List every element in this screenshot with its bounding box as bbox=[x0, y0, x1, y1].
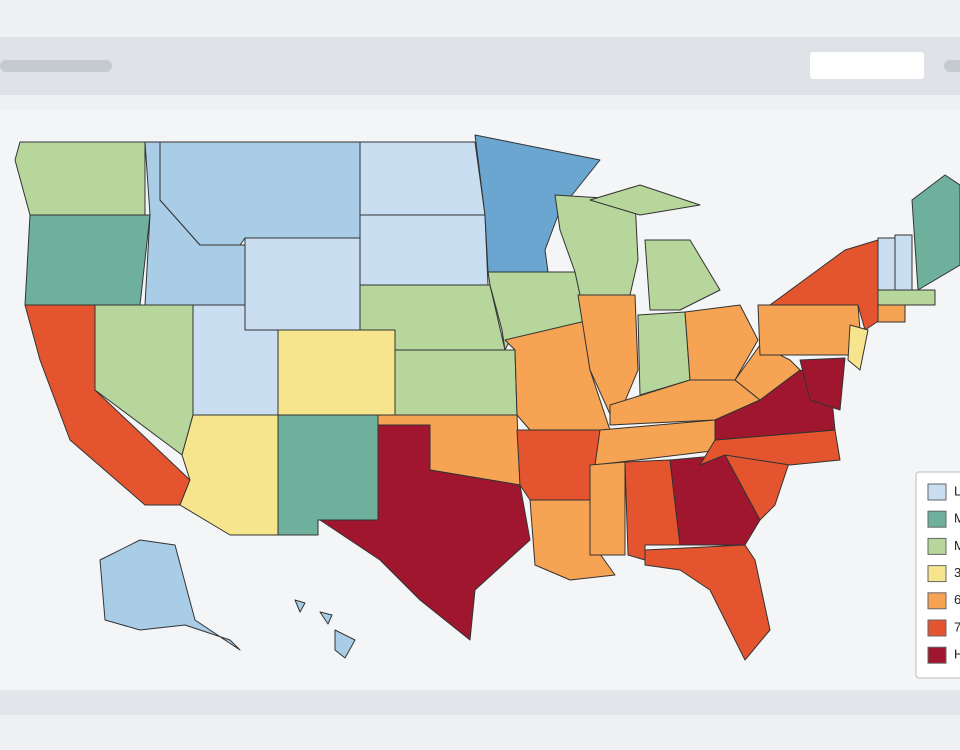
legend-label: 6 bbox=[954, 592, 960, 607]
legend-swatch bbox=[927, 619, 947, 637]
state bbox=[277, 329, 396, 416]
state bbox=[99, 539, 241, 651]
legend-label: H bbox=[954, 647, 960, 662]
bar-control bbox=[944, 60, 960, 72]
state bbox=[577, 294, 639, 426]
state bbox=[294, 599, 306, 613]
legend-swatch bbox=[927, 537, 947, 555]
legend-label: M bbox=[954, 538, 960, 553]
state bbox=[589, 461, 626, 556]
state bbox=[589, 184, 701, 216]
state bbox=[877, 289, 936, 306]
state bbox=[757, 304, 863, 356]
state bbox=[359, 214, 489, 286]
state bbox=[644, 239, 721, 311]
states bbox=[14, 134, 960, 661]
state bbox=[877, 304, 906, 323]
state bbox=[159, 141, 361, 246]
state bbox=[334, 629, 356, 659]
address-placeholder bbox=[0, 60, 112, 72]
state bbox=[474, 134, 601, 273]
legend-label: 7 bbox=[954, 619, 960, 634]
state bbox=[244, 237, 361, 331]
legend-swatch bbox=[927, 483, 947, 501]
state bbox=[684, 304, 759, 381]
state bbox=[734, 344, 801, 401]
state bbox=[394, 349, 518, 416]
search-box[interactable] bbox=[810, 52, 924, 79]
state bbox=[877, 237, 896, 291]
state bbox=[847, 324, 869, 371]
footer-bar bbox=[0, 690, 960, 715]
legend-swatch bbox=[927, 646, 947, 664]
legend-swatch bbox=[927, 592, 947, 610]
state bbox=[359, 141, 486, 216]
legend-swatch bbox=[927, 565, 947, 583]
legend-label: M bbox=[954, 511, 960, 526]
state bbox=[644, 544, 771, 661]
legend-label: L bbox=[954, 483, 960, 498]
browser-bar bbox=[0, 37, 960, 95]
state bbox=[277, 414, 379, 536]
state bbox=[24, 214, 151, 306]
state bbox=[319, 611, 333, 625]
state bbox=[799, 357, 846, 411]
state bbox=[911, 174, 960, 291]
state bbox=[14, 141, 146, 216]
state bbox=[894, 234, 913, 291]
legend-swatch bbox=[927, 510, 947, 528]
state bbox=[319, 424, 531, 641]
legend-label: 3 bbox=[954, 565, 960, 580]
